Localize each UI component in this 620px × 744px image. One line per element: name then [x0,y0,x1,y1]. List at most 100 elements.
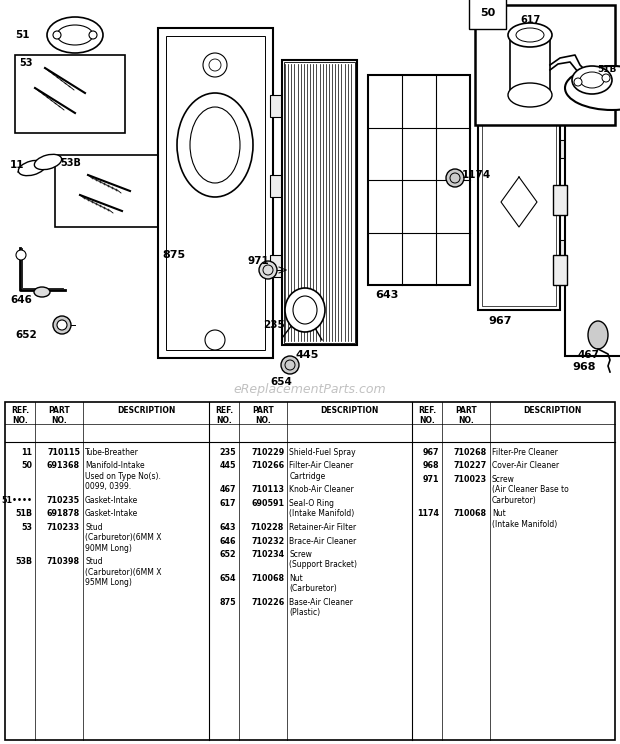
Text: PART
NO.: PART NO. [455,406,477,426]
Text: Nut
(Carburetor): Nut (Carburetor) [290,574,337,594]
Text: 968: 968 [572,362,595,372]
Text: 51••••: 51•••• [1,496,32,505]
Text: 617: 617 [220,499,236,508]
Text: 710398: 710398 [47,557,80,566]
Text: Tube-Breather: Tube-Breather [85,448,139,457]
Text: 710229: 710229 [251,448,285,457]
Ellipse shape [34,287,50,297]
Text: 710068: 710068 [454,510,487,519]
Text: Stud
(Carburetor)(6MM X
90MM Long): Stud (Carburetor)(6MM X 90MM Long) [85,523,161,553]
Text: 710235: 710235 [47,496,80,505]
Ellipse shape [588,321,608,349]
Text: 445: 445 [295,350,319,360]
Text: 53: 53 [21,523,32,532]
Text: Knob-Air Cleaner: Knob-Air Cleaner [290,486,354,495]
Bar [158,28,273,358]
Text: Filter-Pre Cleaner: Filter-Pre Cleaner [492,448,558,457]
Text: Gasket-Intake: Gasket-Intake [85,496,138,505]
Text: Seal-O Ring
(Intake Manifold): Seal-O Ring (Intake Manifold) [290,499,355,519]
Bar [553,255,567,285]
Ellipse shape [19,160,46,176]
Bar [282,60,357,345]
Text: 617: 617 [520,15,540,25]
Text: 11: 11 [10,160,25,170]
Text: Shield-Fuel Spray: Shield-Fuel Spray [290,448,356,457]
Text: REF.
NO.: REF. NO. [418,406,436,426]
Ellipse shape [34,154,61,170]
Text: 691368: 691368 [47,461,80,470]
Text: 51: 51 [15,30,30,40]
Text: 51B: 51B [15,510,32,519]
Text: 652: 652 [15,330,37,340]
Text: 643: 643 [220,523,236,532]
Bar [560,140,572,158]
Ellipse shape [285,288,325,332]
Text: Screw
(Support Bracket): Screw (Support Bracket) [290,550,357,569]
Ellipse shape [446,169,464,187]
Ellipse shape [508,83,552,107]
Text: Screw
(Air Cleaner Base to
Carburetor): Screw (Air Cleaner Base to Carburetor) [492,475,569,504]
Ellipse shape [53,31,61,39]
Text: 235: 235 [219,448,236,457]
Ellipse shape [572,66,612,94]
Text: Retainer-Air Filter: Retainer-Air Filter [290,523,356,532]
Text: 654: 654 [220,574,236,583]
Text: Brace-Air Cleaner: Brace-Air Cleaner [290,536,356,545]
Text: 1174: 1174 [462,170,491,180]
Bar [55,155,170,227]
Bar [270,95,282,117]
Bar [270,255,282,277]
Text: 646: 646 [220,536,236,545]
Text: Stud
(Carburetor)(6MM X
95MM Long): Stud (Carburetor)(6MM X 95MM Long) [85,557,161,587]
Text: 967: 967 [488,316,511,326]
Text: 971: 971 [248,256,270,266]
Text: 53: 53 [19,58,32,68]
Text: 646: 646 [10,295,32,305]
Ellipse shape [281,356,299,374]
Text: Cover-Air Cleaner: Cover-Air Cleaner [492,461,559,470]
Ellipse shape [47,17,103,53]
Ellipse shape [574,78,582,86]
Text: REF.
NO.: REF. NO. [215,406,233,426]
Text: 967: 967 [422,448,439,457]
Text: Gasket-Intake: Gasket-Intake [85,510,138,519]
Ellipse shape [57,320,67,330]
Text: 710232: 710232 [251,536,285,545]
Text: PART
NO.: PART NO. [48,406,70,426]
Ellipse shape [508,23,552,47]
Text: 643: 643 [375,290,399,300]
Text: 710266: 710266 [251,461,285,470]
Text: 654: 654 [270,377,292,387]
Text: 652: 652 [219,550,236,559]
Text: Filter-Air Cleaner
Cartridge: Filter-Air Cleaner Cartridge [290,461,353,481]
Bar [368,75,470,285]
Text: 875: 875 [219,598,236,607]
Text: Manifold-Intake
Used on Type No(s).
0099, 0399.: Manifold-Intake Used on Type No(s). 0099… [85,461,161,491]
Text: DESCRIPTION: DESCRIPTION [321,406,379,415]
Text: Nut
(Intake Manifold): Nut (Intake Manifold) [492,510,557,529]
Text: 50: 50 [480,8,495,18]
Bar [482,99,556,306]
Text: 710268: 710268 [454,448,487,457]
Text: 53B: 53B [15,557,32,566]
Text: 710068: 710068 [251,574,285,583]
Text: 691878: 691878 [46,510,80,519]
Text: 467: 467 [578,350,600,360]
Text: 710226: 710226 [251,598,285,607]
Bar [475,5,615,125]
Text: 875: 875 [162,250,185,260]
Text: 1174: 1174 [417,510,439,519]
Bar [5,402,615,740]
Ellipse shape [177,93,253,197]
Text: 968: 968 [422,461,439,470]
Ellipse shape [602,74,610,82]
Text: Base-Air Cleaner
(Plastic): Base-Air Cleaner (Plastic) [290,598,353,618]
Text: 710023: 710023 [454,475,487,484]
Bar [510,40,550,95]
Bar [478,95,560,310]
Text: 235: 235 [263,320,285,330]
Bar [166,36,265,350]
Bar [560,240,572,258]
Text: DESCRIPTION: DESCRIPTION [523,406,582,415]
Ellipse shape [293,296,317,324]
